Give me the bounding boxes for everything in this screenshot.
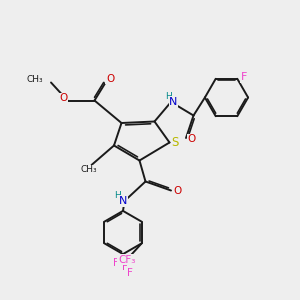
Text: F: F [127, 268, 133, 278]
Text: S: S [171, 136, 178, 149]
Text: H: H [165, 92, 171, 101]
Text: H: H [115, 191, 121, 200]
Text: F: F [113, 258, 119, 268]
Text: N: N [119, 196, 127, 206]
Text: CH₃: CH₃ [27, 75, 44, 84]
Text: N: N [169, 97, 178, 107]
Text: CH₃: CH₃ [80, 165, 97, 174]
Text: F: F [241, 72, 247, 82]
Text: O: O [59, 93, 67, 103]
Text: CF₃: CF₃ [118, 255, 135, 265]
Text: O: O [188, 134, 196, 145]
Text: O: O [173, 185, 182, 196]
Text: O: O [106, 74, 114, 84]
Text: F: F [122, 262, 128, 272]
